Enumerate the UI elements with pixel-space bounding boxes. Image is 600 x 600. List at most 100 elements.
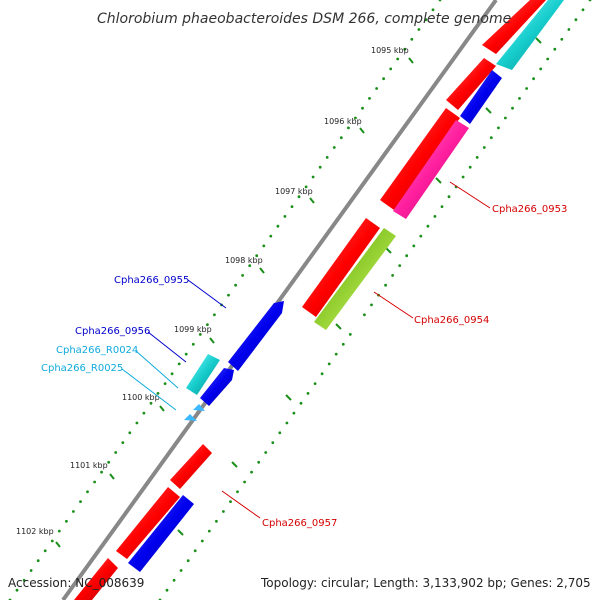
gc-dot: [179, 569, 183, 572]
gc-dot: [431, 8, 435, 12]
gc-dot: [255, 254, 259, 258]
gc-dot: [553, 47, 557, 51]
gc-dot: [229, 500, 232, 503]
leader-line: [221, 490, 261, 519]
gene-cpha266-0953[interactable]: [393, 120, 469, 219]
gene-label-cpha266-0957[interactable]: Cpha266_0957: [262, 518, 337, 529]
gc-dot: [461, 175, 465, 179]
gc-dot: [22, 578, 26, 582]
gc-dot: [15, 588, 19, 592]
gc-dot: [29, 569, 33, 572]
gene-inner-red-bottom[interactable]: [74, 558, 118, 600]
gene-label-cpha266-0954[interactable]: Cpha266_0954: [414, 315, 489, 326]
genome-backbone: [61, 0, 498, 600]
gc-dot: [382, 77, 385, 81]
gc-dot: [170, 372, 174, 376]
tick-label-1101: 1101 kbp: [70, 461, 108, 470]
gene-label-cpha266-r0025[interactable]: Cpha266_R0025: [41, 363, 123, 374]
gc-dot: [417, 28, 421, 31]
gc-dot: [375, 87, 378, 90]
tick-mark: [209, 337, 215, 344]
gc-dot: [560, 37, 564, 41]
gc-dot: [215, 519, 218, 523]
tick-mark: [335, 323, 342, 330]
leader-line: [449, 181, 491, 209]
gc-dot: [172, 578, 176, 582]
gc-dot: [43, 549, 47, 553]
gc-dot: [574, 18, 578, 22]
gene-label-cpha266-0953[interactable]: Cpha266_0953: [492, 204, 567, 215]
gc-dot: [539, 67, 543, 71]
tick-mark: [408, 57, 414, 64]
tick-mark: [535, 37, 542, 44]
gc-dot: [482, 146, 486, 149]
gc-dot: [149, 401, 153, 405]
gene-inner-red-lower[interactable]: [116, 487, 180, 559]
gc-dot: [276, 224, 280, 228]
gene-label-cpha266-0956[interactable]: Cpha266_0956: [75, 326, 150, 337]
gc-dot: [518, 97, 521, 100]
gc-dot: [200, 539, 204, 543]
gc-dot: [332, 146, 336, 149]
gc-dot: [86, 490, 89, 494]
gc-dot: [384, 283, 387, 287]
gene-outer-red-mid-1[interactable]: [380, 108, 460, 210]
gene-cpha266-0957[interactable]: [170, 444, 212, 489]
gc-dot: [135, 421, 139, 425]
gc-dot: [525, 87, 528, 90]
gc-dot: [186, 559, 190, 563]
genome-summary-text: Topology: circular; Length: 3,133,902 bp…: [260, 576, 591, 590]
tick-label-1097: 1097 kbp: [275, 187, 313, 196]
gc-dot: [370, 303, 373, 307]
tick-mark: [55, 541, 61, 548]
gene-cpha266-0954[interactable]: [314, 228, 396, 330]
gc-dot: [213, 313, 216, 317]
gc-dot: [475, 156, 479, 159]
gene-outer-blue-top[interactable]: [460, 70, 502, 124]
gene-label-cpha266-r0024[interactable]: Cpha266_R0024: [56, 345, 138, 356]
gc-dot: [438, 0, 442, 2]
gc-dot: [93, 480, 96, 484]
gc-dot: [248, 264, 252, 267]
gc-dot: [339, 136, 343, 140]
gc-dot: [121, 441, 125, 444]
leader-line: [135, 350, 179, 389]
gc-dot: [36, 559, 40, 563]
gc-dot: [285, 421, 289, 425]
gc-dot: [165, 588, 169, 592]
gc-dot: [361, 106, 364, 110]
tick-label-1096: 1096 kbp: [324, 117, 362, 126]
tick-label-1095: 1095 kbp: [371, 46, 409, 55]
gene-cpha266-0956[interactable]: [200, 368, 234, 406]
gc-dot: [250, 470, 254, 474]
gc-dot: [396, 57, 400, 61]
gc-dot: [278, 431, 282, 435]
gene-rna-small[interactable]: [184, 414, 197, 421]
gc-dot: [207, 529, 211, 533]
gc-dot: [264, 451, 268, 454]
tick-mark: [231, 461, 238, 468]
gc-dot: [128, 431, 132, 435]
gc-dot: [107, 460, 111, 464]
gene-outer-cyan-top[interactable]: [496, 0, 564, 70]
gene-outer-red-top-2[interactable]: [446, 58, 496, 110]
gene-label-cpha266-0955[interactable]: Cpha266_0955: [114, 275, 189, 286]
tick-mark: [109, 473, 115, 480]
gene-outer-blue-lower[interactable]: [128, 495, 194, 572]
gc-dot: [567, 28, 571, 31]
gc-dot: [325, 156, 329, 159]
gc-dot: [327, 362, 331, 366]
gene-cpha266-r0024[interactable]: [186, 354, 220, 395]
gc-dot: [269, 234, 273, 238]
gc-dot: [320, 372, 324, 376]
gc-dot: [405, 254, 409, 258]
gc-dot: [283, 215, 287, 218]
gene-outer-red-mid-2[interactable]: [302, 218, 380, 317]
leader-line: [373, 291, 414, 319]
gene-outer-red-top-1[interactable]: [482, 0, 546, 54]
gene-cpha266-0955[interactable]: [228, 301, 284, 371]
gc-dot: [306, 392, 310, 395]
gene-cpha266-r0025[interactable]: [193, 404, 205, 411]
gc-dot: [262, 244, 266, 248]
gc-dot: [410, 37, 414, 41]
